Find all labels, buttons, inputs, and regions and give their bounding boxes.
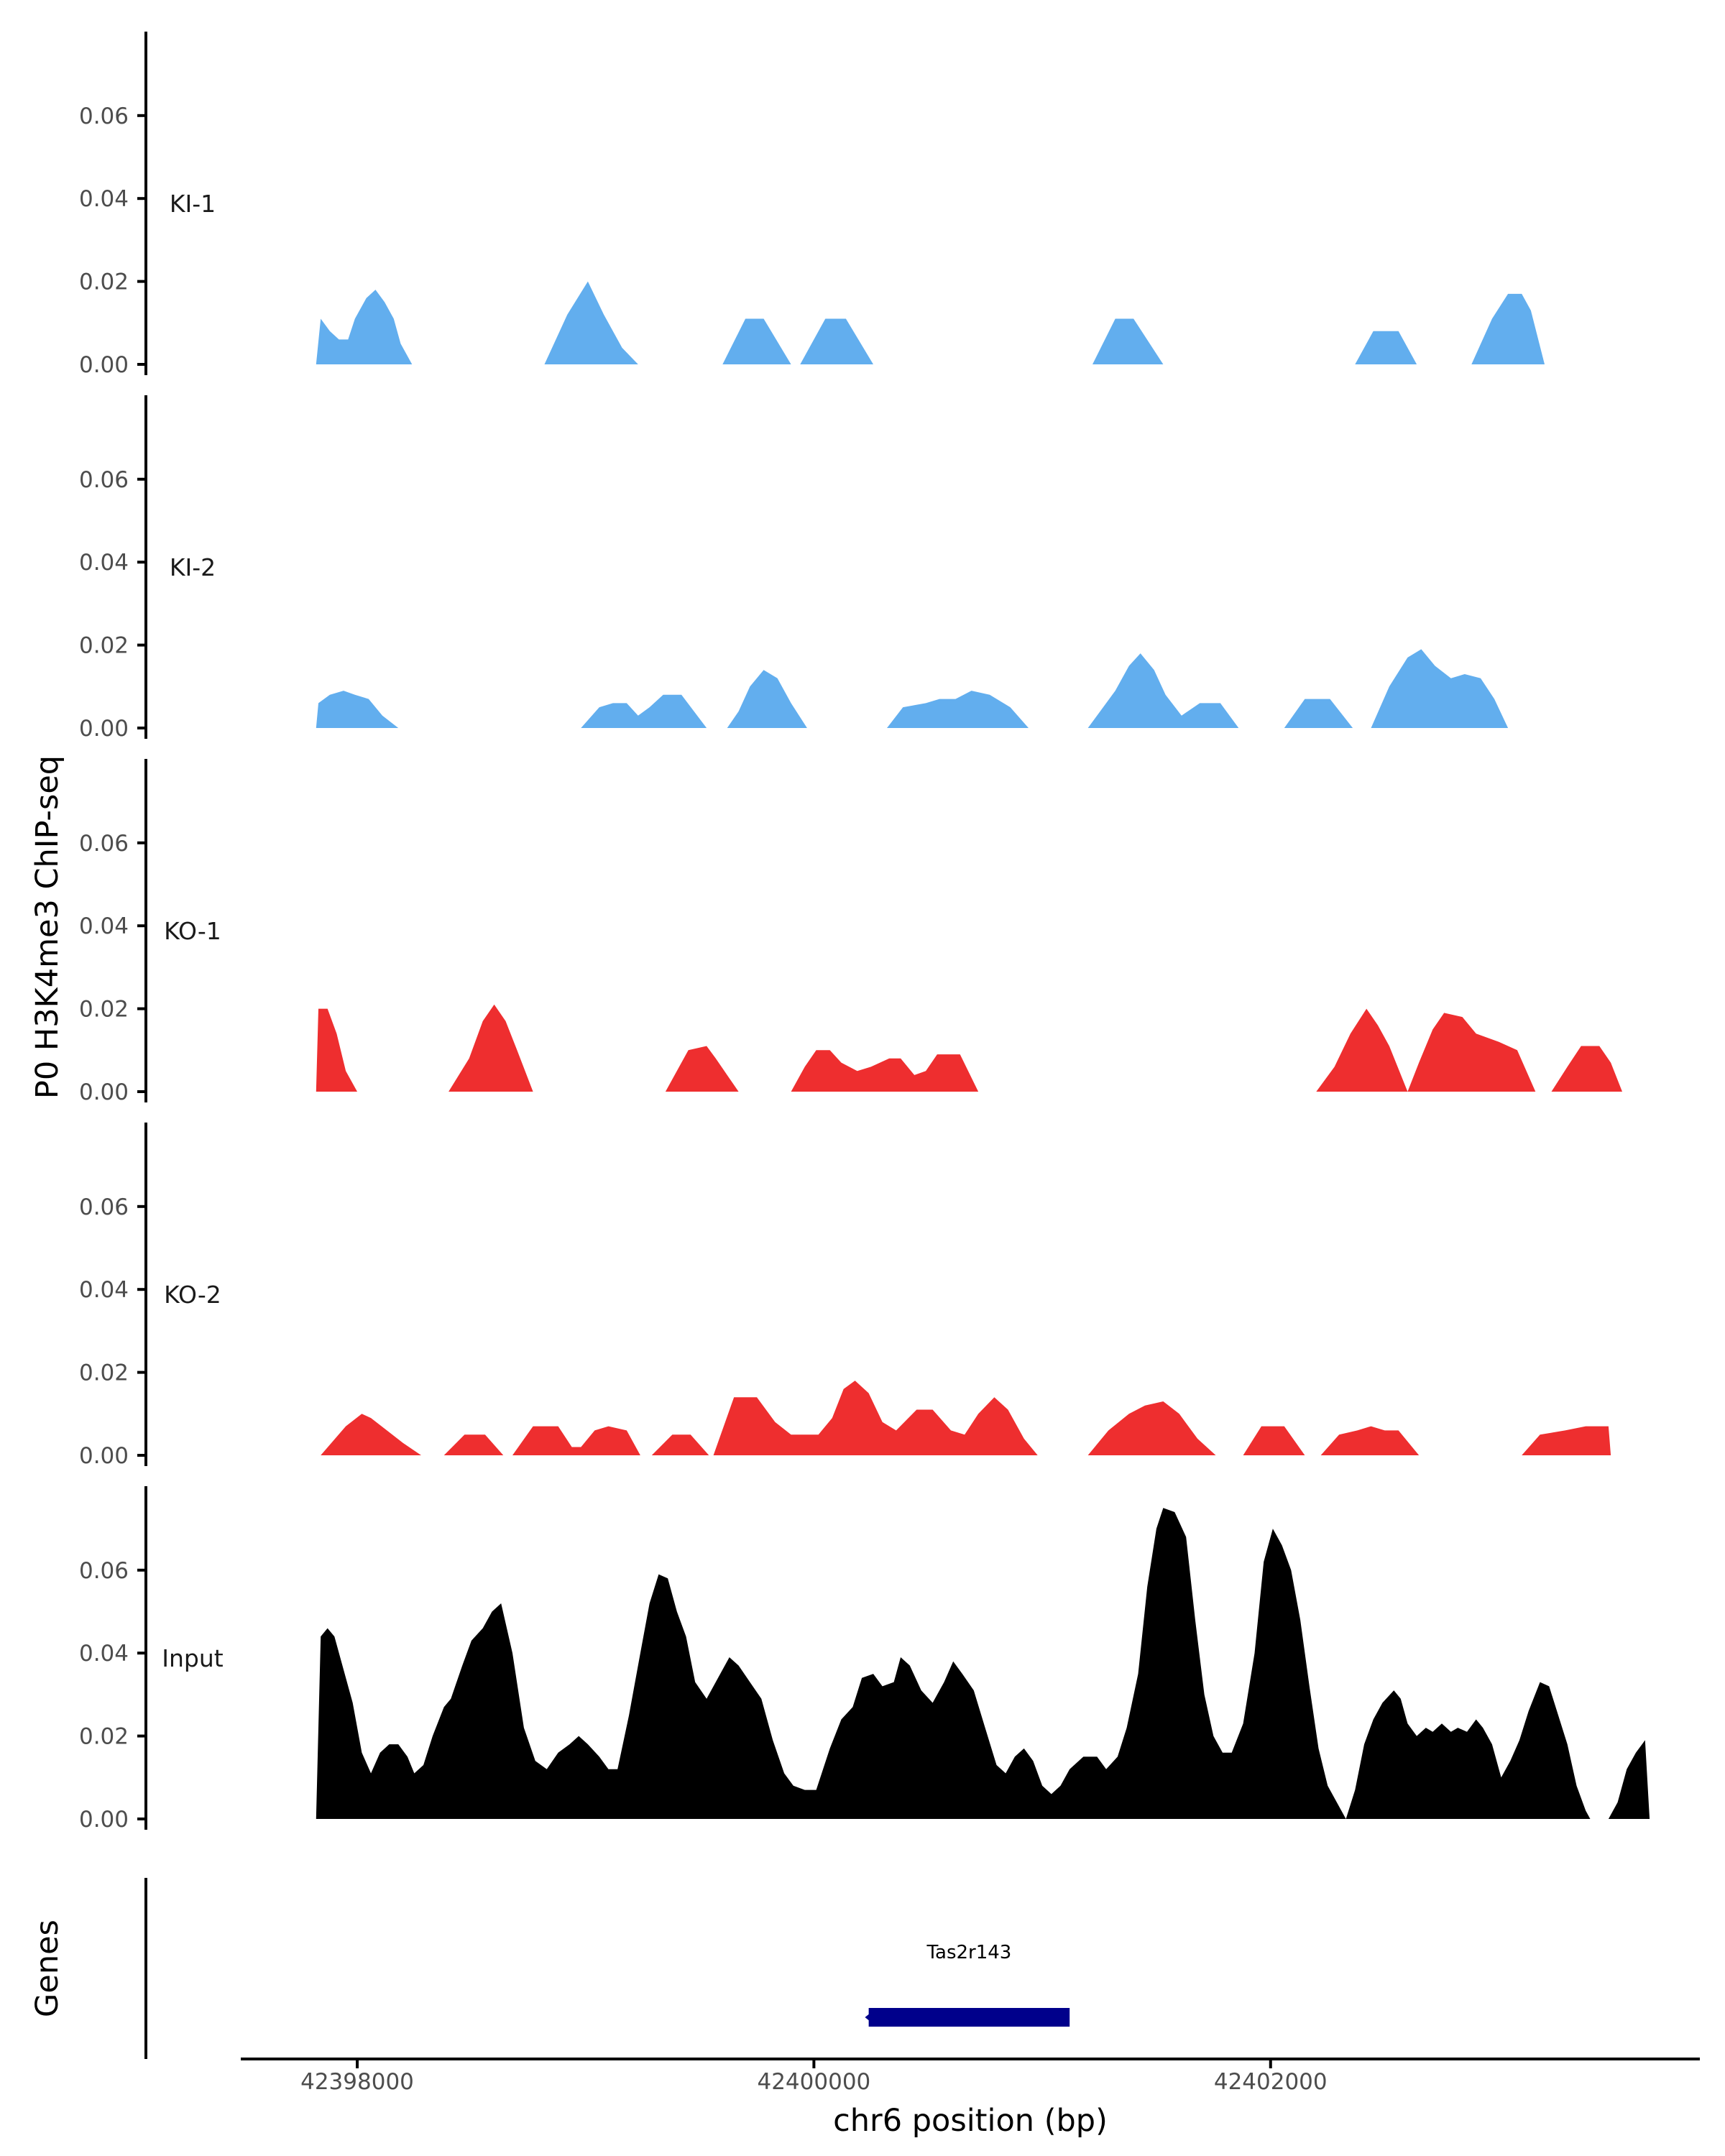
y-tick-label: 0.04 [79,1277,129,1303]
signal-area [316,691,399,728]
track-label: KI-2 [170,553,216,581]
y-tick-label: 0.00 [79,1443,129,1469]
signal-area [1087,653,1239,728]
track-label: KI-1 [170,190,216,218]
signal-area [443,1434,504,1455]
track-ko-1: 0.00 0.02 0.04 0.06 KO-1 [79,759,1622,1105]
signal-area [1316,1008,1408,1092]
y-tick-label: 0.00 [79,716,129,742]
x-axis-title: chr6 position (bp) [833,2103,1108,2139]
signal-area [448,1004,533,1092]
gene-label: Tas2r143 [926,1942,1011,1963]
y-tick-label: 0.02 [79,633,129,659]
track-input: 0.00 0.02 0.04 0.06 Input [79,1486,1650,1833]
y-tick-label: 0.04 [79,186,129,212]
signal-area [800,318,873,364]
signal-area [1092,318,1164,364]
y-tick-label: 0.02 [79,1724,129,1750]
signal-area [321,1414,421,1455]
gene-track-title: Genes [29,1920,65,2017]
track-ko-2: 0.00 0.02 0.04 0.06 KO-2 [79,1123,1611,1469]
x-tick-label: 42398000 [300,2069,414,2095]
track-ki-1: 0.00 0.02 0.04 0.06 KI-1 [79,32,1545,378]
signal-area [651,1434,709,1455]
signal-area [791,1050,979,1092]
signal-area [1284,699,1353,728]
track-ki-2: 0.00 0.02 0.04 0.06 KI-2 [79,395,1509,742]
signal-tracks: 0.00 0.02 0.04 0.06 KI-1 0.00 0.02 0.04 0.06 KI-2… [79,32,1650,1833]
signal-area [544,281,638,364]
gene-tas2r143: Tas2r143 [865,1942,1070,2027]
x-tick-label: 42400000 [757,2069,870,2095]
signal-area [1371,649,1509,728]
gene-track: Genes Tas2r143 [29,1878,1070,2059]
signal-area [316,1008,357,1092]
signal-area [665,1046,739,1092]
y-tick-label: 0.06 [79,831,129,857]
gene-list: Tas2r143 [865,1942,1070,2027]
signal-area [887,691,1029,728]
signal-area [1320,1426,1420,1455]
signal-area [727,670,807,728]
y-tick-label: 0.00 [79,1807,129,1833]
track-label: KO-2 [164,1281,221,1309]
x-axis: 42398000 42400000 42402000 chr6 position (… [241,2058,1700,2139]
y-tick-label: 0.06 [79,1194,129,1220]
y-tick-label: 0.04 [79,1641,129,1667]
y-tick-label: 0.06 [79,467,129,493]
x-ticks: 42398000 42400000 42402000 [300,2059,1328,2095]
signal-area [1087,1401,1216,1455]
y-tick-label: 0.02 [79,997,129,1023]
signal-area [512,1426,640,1455]
signal-area [1243,1426,1305,1455]
track-label: Input [162,1644,224,1672]
signal-area [1608,1740,1650,1819]
signal-area [1522,1426,1611,1455]
x-tick-label: 42402000 [1214,2069,1328,2095]
signal-area [1346,1682,1591,1819]
y-tick-label: 0.06 [79,103,129,129]
signal-area [316,290,413,364]
signal-area [722,318,791,364]
y-tick-label: 0.02 [79,1360,129,1386]
track-label: KO-1 [164,917,221,945]
y-axis-title: P0 H3K4me3 ChIP-seq [29,755,65,1099]
y-tick-label: 0.04 [79,550,129,576]
signal-area [581,694,707,728]
signal-area [1407,1013,1536,1092]
y-tick-label: 0.06 [79,1558,129,1584]
signal-area [1471,293,1545,364]
signal-area [1551,1046,1622,1092]
strand-arrow [865,2010,875,2024]
y-tick-label: 0.02 [79,270,129,295]
signal-area [713,1381,1038,1455]
y-tick-label: 0.04 [79,913,129,939]
y-tick-label: 0.00 [79,352,129,378]
signal-area [1355,331,1417,364]
gene-body [868,2008,1070,2027]
signal-area [316,1508,1346,1819]
y-tick-label: 0.00 [79,1079,129,1105]
